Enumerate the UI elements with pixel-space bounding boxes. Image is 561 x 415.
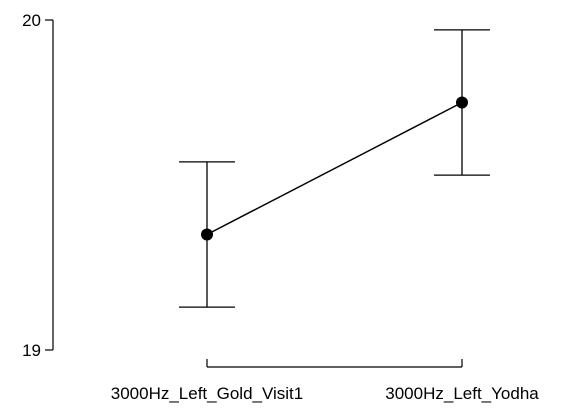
x-axis-ticks: 3000Hz_Left_Gold_Visit1 3000Hz_Left_Yodha	[111, 359, 539, 403]
series-group	[201, 96, 468, 241]
data-point	[456, 96, 468, 109]
x-tick-label: 3000Hz_Left_Gold_Visit1	[111, 384, 304, 403]
x-tick-label: 3000Hz_Left_Yodha	[385, 384, 539, 403]
y-tick-label: 19	[22, 341, 41, 360]
y-tick-label: 20	[22, 11, 41, 30]
data-point	[201, 228, 213, 241]
series-line	[206, 101, 463, 236]
